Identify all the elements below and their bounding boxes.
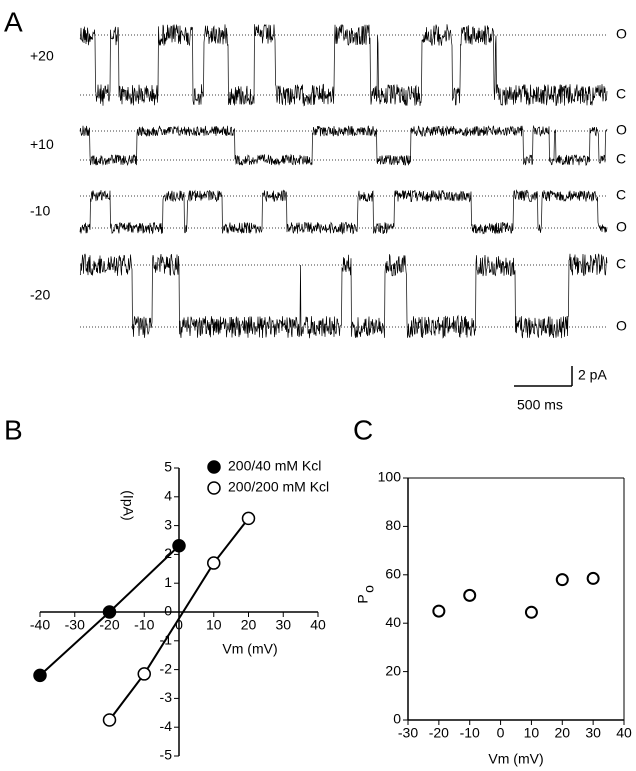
x-tick-label: -20 — [99, 617, 119, 633]
x-tick-label: -30 — [65, 617, 85, 633]
x-tick-label: 40 — [616, 725, 632, 741]
y-tick-label: 0 — [393, 711, 401, 727]
point — [586, 571, 600, 585]
scale-current-label: 2 pA — [578, 367, 607, 383]
current-trace — [79, 189, 608, 235]
point — [432, 604, 446, 618]
y-tick-label: 100 — [378, 469, 402, 485]
y-tick-label: 3 — [164, 516, 172, 532]
state-label: O — [616, 122, 627, 138]
legend-label: 200/200 mM Kcl — [228, 479, 329, 495]
point — [555, 573, 569, 587]
point — [524, 605, 538, 619]
point — [102, 713, 117, 727]
y-tick-label: 4 — [164, 488, 172, 504]
y-tick-label: 1 — [164, 574, 172, 590]
x-tick-label: 20 — [554, 725, 570, 741]
scale-time-label: 500 ms — [517, 397, 563, 413]
x-tick-label: -10 — [134, 617, 154, 633]
y-axis-label: (IpA) — [120, 490, 136, 520]
y-tick-label: 20 — [385, 662, 401, 678]
y-tick-label: 5 — [164, 459, 172, 475]
x-tick-label: 30 — [275, 617, 291, 633]
x-axis-label: Vm (mV) — [488, 751, 543, 767]
current-trace — [79, 124, 608, 167]
panel-letter: A — [4, 6, 23, 37]
state-label: O — [616, 219, 627, 235]
panel-letter: B — [4, 414, 23, 445]
y-tick-label: 0 — [164, 603, 172, 619]
point — [137, 667, 151, 681]
x-tick-label: 0 — [175, 617, 183, 633]
x-tick-label: 20 — [241, 617, 257, 633]
state-label: C — [616, 187, 626, 203]
legend-label: 200/40 mM Kcl — [228, 458, 321, 474]
y-tick-label: 2 — [164, 545, 172, 561]
x-tick-label: 10 — [206, 617, 222, 633]
x-tick-label: -30 — [398, 725, 418, 741]
state-label: C — [616, 151, 626, 167]
current-trace — [79, 23, 608, 107]
x-tick-label: 30 — [585, 725, 601, 741]
x-tick-label: 40 — [310, 617, 326, 633]
series-line — [108, 517, 250, 721]
state-label: C — [616, 86, 626, 102]
legend-marker — [207, 460, 221, 474]
y-tick-label: 80 — [385, 517, 401, 533]
current-trace — [79, 253, 608, 339]
point — [241, 511, 256, 526]
y-axis-label: P — [355, 594, 371, 603]
y-tick-label: 60 — [385, 566, 401, 582]
state-label: O — [616, 26, 627, 42]
voltage-label: +20 — [30, 48, 54, 64]
y-tick-label: -5 — [160, 747, 173, 763]
x-tick-label: -20 — [429, 725, 449, 741]
voltage-label: +10 — [30, 136, 54, 152]
x-tick-label: -10 — [460, 725, 480, 741]
point — [102, 605, 117, 619]
panel-letter: C — [353, 414, 373, 445]
x-tick-label: 0 — [497, 725, 505, 741]
point — [207, 556, 221, 570]
y-tick-label: 40 — [385, 614, 401, 630]
y-axis-label-subscript: o — [361, 585, 377, 593]
voltage-label: -20 — [30, 287, 50, 303]
x-axis-label: Vm (mV) — [222, 641, 277, 657]
y-tick-label: -2 — [160, 660, 173, 676]
point — [463, 588, 477, 602]
legend-marker — [207, 481, 221, 495]
y-tick-label: -4 — [160, 718, 173, 734]
point — [172, 539, 186, 553]
point — [33, 668, 47, 683]
x-tick-label: -40 — [30, 617, 50, 633]
voltage-label: -10 — [30, 203, 50, 219]
state-label: C — [616, 256, 626, 272]
y-tick-label: -3 — [160, 689, 173, 705]
state-label: O — [616, 318, 627, 334]
x-tick-label: 10 — [524, 725, 540, 741]
